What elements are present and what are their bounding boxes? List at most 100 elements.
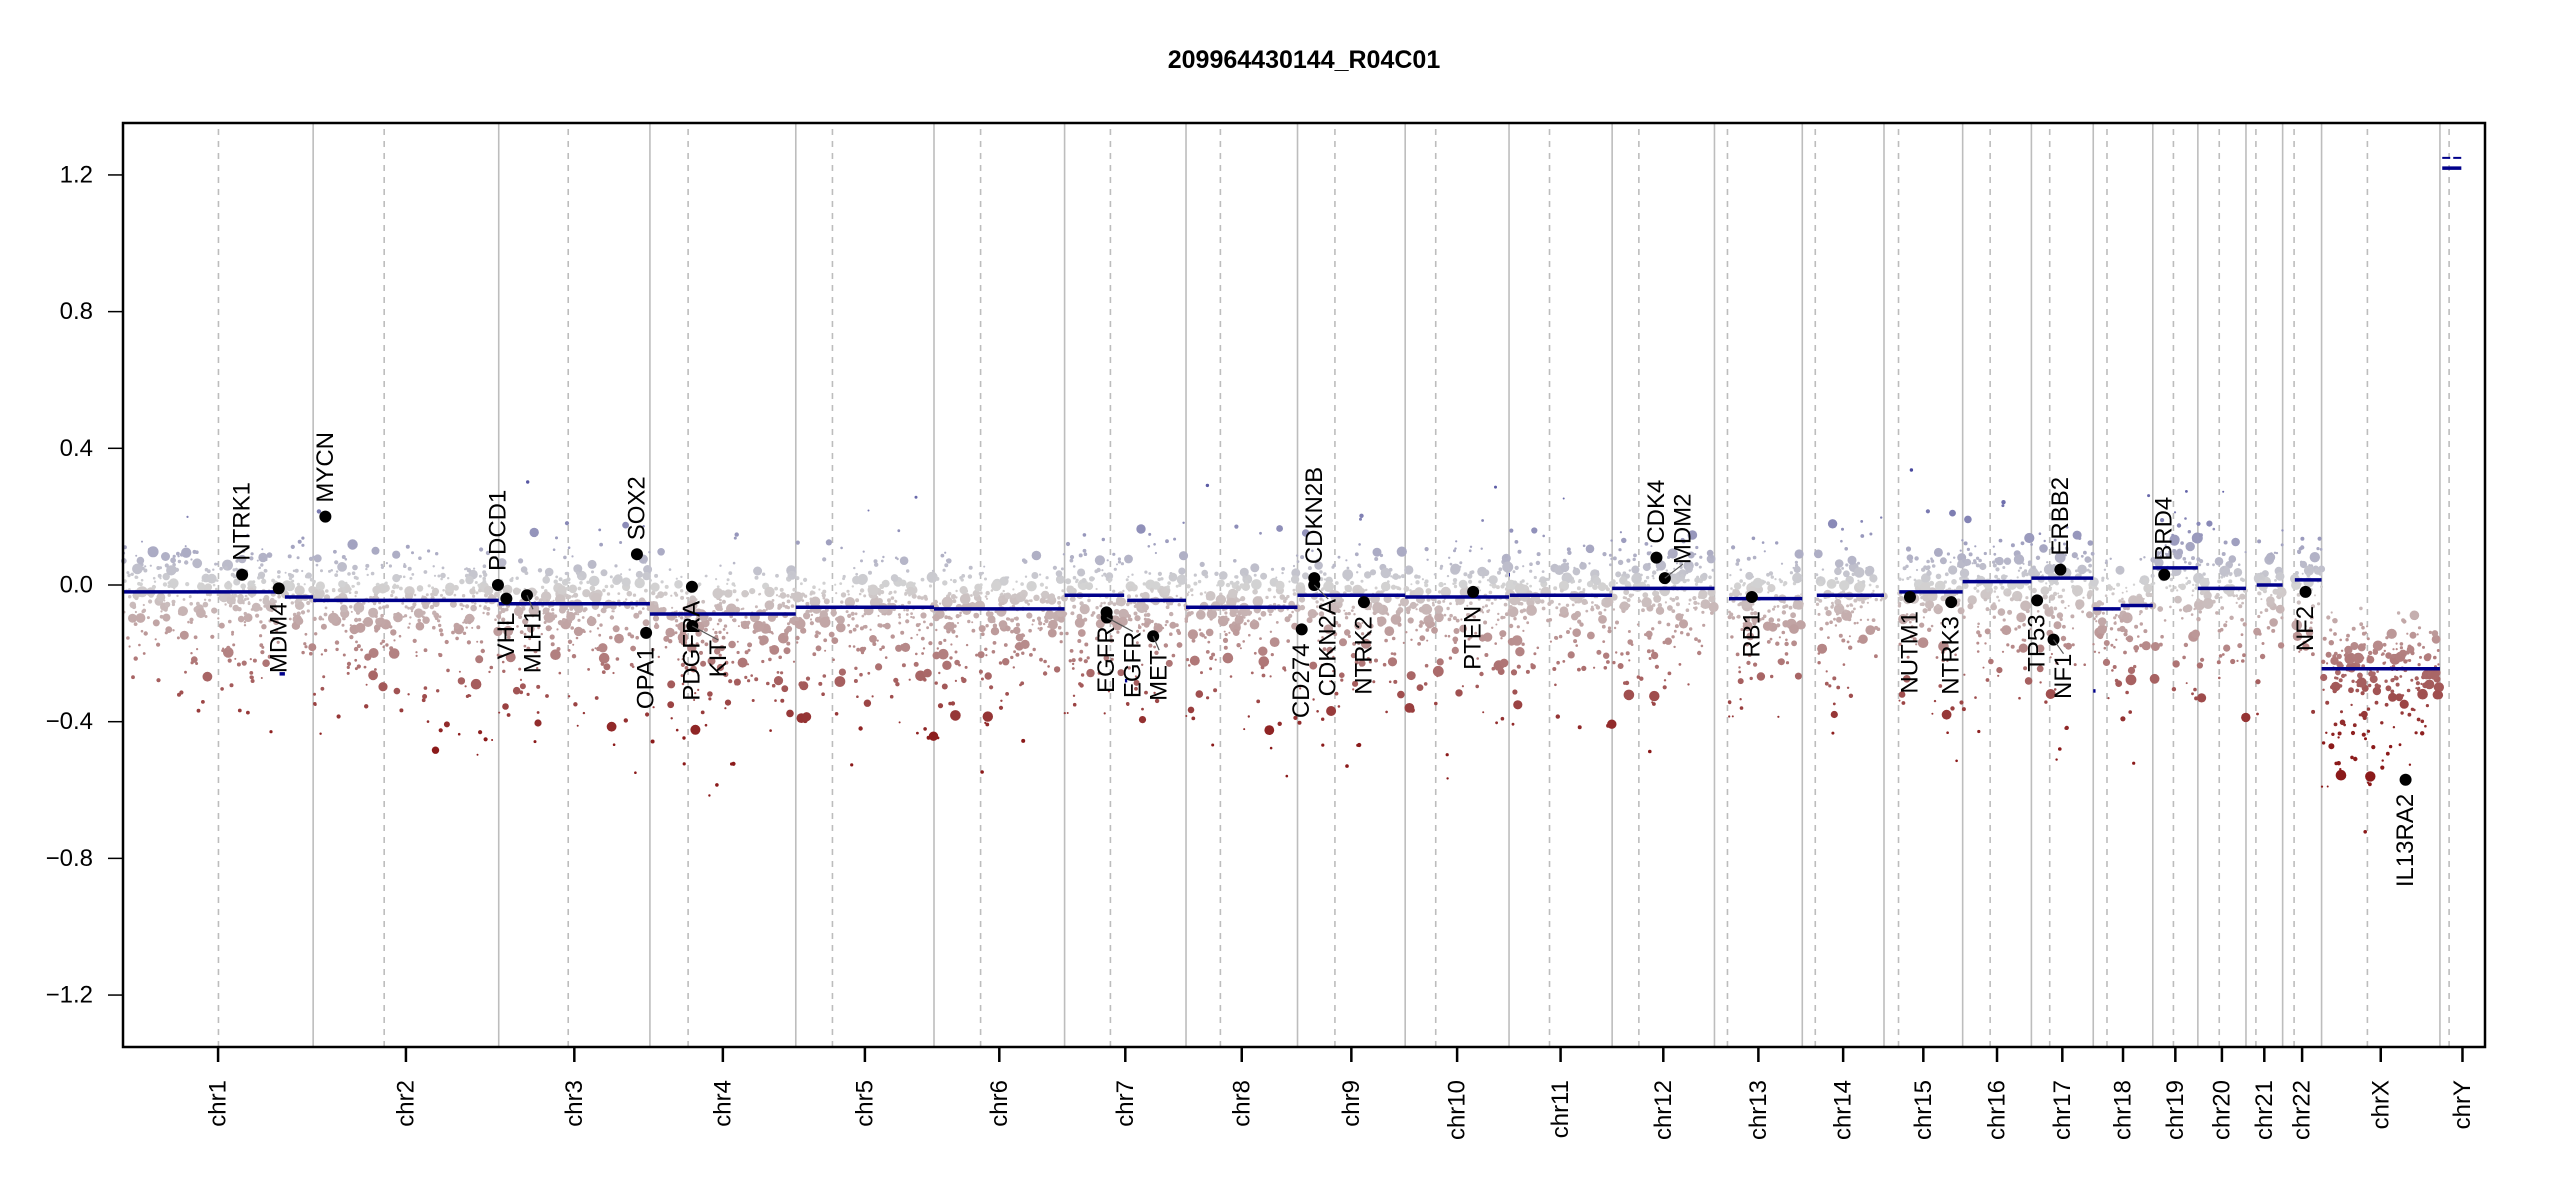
probe-point xyxy=(1940,595,1947,602)
probe-point xyxy=(1558,580,1570,592)
probe-point xyxy=(214,562,218,566)
probe-point xyxy=(1237,611,1242,616)
probe-point xyxy=(761,659,765,664)
probe-point xyxy=(1516,625,1520,629)
probe-point xyxy=(1831,601,1834,605)
probe-point xyxy=(2118,599,2122,603)
probe-point xyxy=(1359,513,1364,518)
x-tick-label: chr15 xyxy=(1910,1080,1937,1140)
probe-point xyxy=(1533,575,1537,580)
probe-point xyxy=(179,552,184,557)
probe-point xyxy=(1500,637,1503,640)
probe-point xyxy=(1038,617,1041,621)
probe-point xyxy=(847,613,852,619)
probe-point xyxy=(1335,602,1340,606)
probe-point xyxy=(443,721,450,728)
probe-point xyxy=(1946,659,1949,663)
probe-point xyxy=(294,589,298,593)
probe-point xyxy=(288,573,293,577)
probe-point xyxy=(643,565,653,574)
probe-point xyxy=(1985,607,1990,612)
probe-point xyxy=(1996,667,2003,674)
probe-point xyxy=(2082,596,2085,599)
probe-point xyxy=(253,583,256,587)
probe-point xyxy=(2113,616,2117,620)
probe-point xyxy=(1959,549,1962,552)
probe-point xyxy=(2103,646,2107,650)
probe-point xyxy=(340,604,348,613)
probe-point xyxy=(1495,721,1498,725)
probe-point xyxy=(2403,659,2408,664)
probe-point xyxy=(2095,587,2099,591)
probe-point xyxy=(1927,627,1932,632)
probe-point xyxy=(2222,490,2225,493)
probe-point xyxy=(1079,649,1084,654)
probe-point xyxy=(776,671,780,674)
probe-point xyxy=(769,646,772,650)
probe-point xyxy=(149,564,152,567)
probe-point xyxy=(1832,676,1837,681)
probe-point xyxy=(1166,585,1170,589)
probe-point xyxy=(1555,714,1561,719)
probe-point xyxy=(2184,517,2187,520)
probe-point xyxy=(2276,595,2280,599)
probe-point xyxy=(775,594,779,597)
probe-point xyxy=(1563,573,1566,576)
probe-point xyxy=(1334,620,1339,625)
probe-point xyxy=(1962,582,1969,590)
probe-point xyxy=(2244,551,2247,554)
probe-point xyxy=(675,610,678,613)
probe-point xyxy=(1508,605,1513,610)
probe-point xyxy=(502,703,509,710)
probe-point xyxy=(233,578,241,586)
probe-point xyxy=(1479,571,1484,576)
probe-point xyxy=(290,601,294,605)
probe-point xyxy=(1029,653,1033,657)
probe-point xyxy=(1142,582,1147,586)
probe-point xyxy=(461,594,466,598)
probe-point xyxy=(2359,606,2363,611)
probe-point xyxy=(2049,581,2054,586)
probe-point xyxy=(344,629,348,633)
probe-point xyxy=(732,618,737,623)
probe-point xyxy=(2417,688,2428,700)
probe-point xyxy=(774,699,777,702)
probe-point xyxy=(162,572,170,581)
probe-point xyxy=(1222,608,1225,612)
probe-point xyxy=(2196,617,2201,622)
probe-point xyxy=(774,586,778,591)
probe-point xyxy=(1104,632,1108,635)
probe-point xyxy=(1770,674,1774,679)
probe-point xyxy=(1575,644,1578,647)
probe-point xyxy=(744,650,749,655)
probe-point xyxy=(821,692,825,696)
probe-point xyxy=(1000,592,1004,596)
probe-point xyxy=(737,657,748,668)
probe-point xyxy=(1844,547,1848,551)
probe-point xyxy=(1529,569,1533,573)
probe-point xyxy=(399,708,404,713)
probe-point xyxy=(926,672,931,676)
probe-point xyxy=(1397,575,1402,579)
probe-point xyxy=(1836,616,1842,623)
probe-point xyxy=(1356,743,1360,747)
probe-point xyxy=(2259,572,2263,575)
probe-point xyxy=(1320,639,1323,642)
probe-point xyxy=(512,686,521,695)
probe-point xyxy=(673,591,678,595)
probe-point xyxy=(2350,730,2356,736)
probe-point xyxy=(404,614,408,618)
probe-point xyxy=(680,595,685,600)
probe-point xyxy=(482,576,487,581)
probe-point xyxy=(644,588,648,593)
probe-point xyxy=(2018,643,2028,653)
probe-point xyxy=(2036,610,2040,613)
probe-point xyxy=(1157,577,1161,582)
probe-point xyxy=(1662,685,1667,690)
probe-point xyxy=(602,588,606,593)
probe-point xyxy=(2194,587,2198,590)
probe-point xyxy=(330,569,334,572)
probe-point xyxy=(338,580,346,588)
probe-point xyxy=(1175,594,1179,598)
probe-point xyxy=(1021,594,1026,598)
